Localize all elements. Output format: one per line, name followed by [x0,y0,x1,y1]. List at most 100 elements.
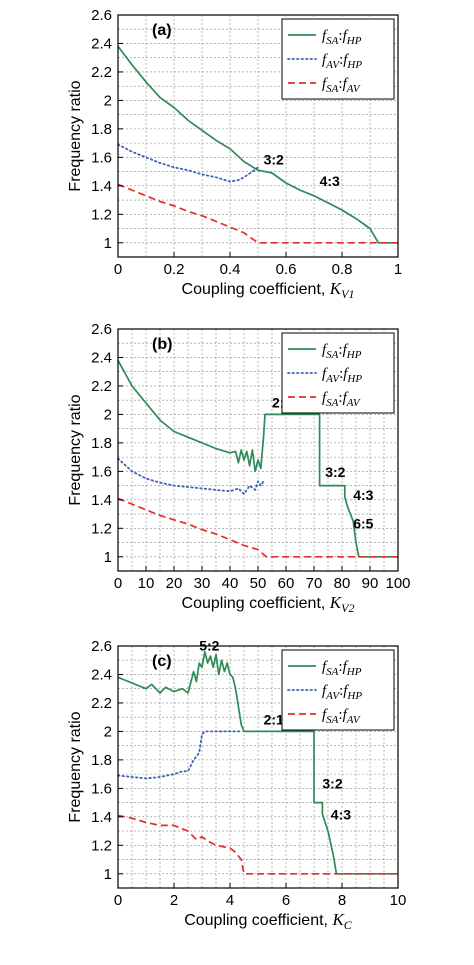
series-line-fsa-fav [117,183,398,244]
y-axis-title: Frequency ratio [67,80,84,191]
y-axis-title: Frequency ratio [67,711,84,822]
series-line-fsa-fhp [117,359,398,558]
legend-entry-part: : [338,76,342,92]
x-axis-title-variable: K [329,593,343,612]
legend-entry-part: f [322,390,328,406]
y-tick-label: 1.4 [91,492,112,509]
legend-entry-part: AV [325,690,340,702]
y-tick-label: 2.6 [91,321,112,338]
legend-entry-part: SA [326,349,339,361]
x-axis-title-text: Coupling coefficient, [182,281,330,298]
legend-entry-part: AV [325,59,340,71]
legend-entry-part: f [322,76,328,92]
x-axis-title: Coupling coefficient, KC [184,910,353,932]
x-tick-label: 10 [390,892,407,909]
x-tick-label: 70 [306,575,323,592]
series-line-fsa-fhp [117,650,398,875]
legend-entry-part: f [343,76,349,92]
ratio-annotation: 3:2 [322,775,342,791]
y-tick-label: 1.6 [91,463,112,480]
x-axis-title-variable: K [331,910,345,929]
legend-entry: fSA:fHP [322,342,362,361]
y-tick-label: 2.2 [91,64,112,81]
x-tick-label: 0 [114,261,122,278]
legend-entry-part: HP [346,349,362,361]
x-tick-label: 8 [338,892,346,909]
x-axis-title-subscript: V1 [341,287,354,301]
x-axis-title-text: Coupling coefficient, [182,595,330,612]
series-line-fav-fhp [117,730,243,780]
legend-entry-part: SA [326,35,339,47]
x-tick-label: 0.6 [276,261,297,278]
legend-entry-part: : [338,28,342,44]
ratio-annotation: 2:1 [264,711,284,727]
legend-entry-part: SA [326,666,339,678]
y-tick-label: 1 [104,549,112,566]
y-tick-label: 1.2 [91,206,112,223]
legend-entry-part: f [322,707,328,723]
x-axis-title: Coupling coefficient, KV1 [182,279,355,301]
legend-entry: fSA:fAV [322,390,361,409]
legend-entry: fSA:fAV [322,76,361,95]
ratio-annotation: 3:2 [325,464,345,480]
x-tick-label: 10 [138,575,155,592]
y-tick-label: 2 [104,92,112,109]
y-tick-label: 2.6 [91,638,112,655]
x-tick-label: 80 [334,575,351,592]
y-tick-label: 1.6 [91,780,112,797]
panel-label: (b) [152,336,172,353]
legend-entry-part: f [343,390,349,406]
y-axis-title: Frequency ratio [67,394,84,505]
x-tick-label: 4 [226,892,234,909]
y-tick-label: 1.2 [91,520,112,537]
legend-entry-part: f [322,366,328,382]
x-axis-title: Coupling coefficient, KV2 [182,593,355,615]
legend-entry-part: f [322,52,328,68]
legend-entry-part: f [343,342,349,358]
legend-entry-part: HP [346,59,362,71]
legend-entry-part: f [343,366,349,382]
ratio-annotation: 4:3 [331,807,351,823]
x-tick-label: 60 [278,575,295,592]
y-tick-label: 2 [104,406,112,423]
legend-entry-part: f [322,342,328,358]
plot-frame [117,14,399,258]
series-line-fav-fhp [117,143,259,183]
legend-entry-part: : [338,342,342,358]
panel-b: 0 10 20 30 40 50 60 70 80 90 100 1 1.2 1.4 1.6 1.8 2 2.2 2… [67,321,411,615]
x-tick-label: 30 [194,575,211,592]
series-line-fav-fhp [117,457,265,496]
y-tick-label: 1.8 [91,121,112,138]
legend-entry-part: HP [346,690,362,702]
y-tick-label: 2.6 [91,7,112,24]
x-tick-label: 50 [250,575,267,592]
panel-c: 0 2 4 6 8 10 1 1.2 1.4 1.6 1.8 2 2.2 2.4 2.6 Frequency … [67,637,406,932]
y-tick-label: 1.4 [91,809,112,826]
legend-entry-part: : [339,683,343,699]
y-tick-label: 1.4 [91,178,112,195]
x-axis-title-text: Coupling coefficient, [184,912,332,929]
series-line-fsa-fhp [117,45,398,244]
legend-entry-part: f [322,28,328,44]
legend-entry-part: SA [326,714,339,726]
x-tick-label: 0 [114,892,122,909]
plot-frame [117,645,399,889]
legend-entry: fAV:fHP [322,52,362,71]
legend-entry-part: f [343,707,349,723]
y-tick-label: 1.8 [91,435,112,452]
y-tick-label: 2 [104,723,112,740]
x-axis-title-subscript: C [344,918,353,932]
legend-entry-part: : [338,659,342,675]
x-tick-label: 0 [114,575,122,592]
legend-entry: fSA:fHP [322,659,362,678]
legend-entry-part: f [343,28,349,44]
x-tick-label: 1 [394,261,402,278]
x-tick-label: 20 [166,575,183,592]
y-tick-label: 2.2 [91,378,112,395]
legend-entry-part: SA [326,83,339,95]
legend-entry-part: f [343,683,349,699]
